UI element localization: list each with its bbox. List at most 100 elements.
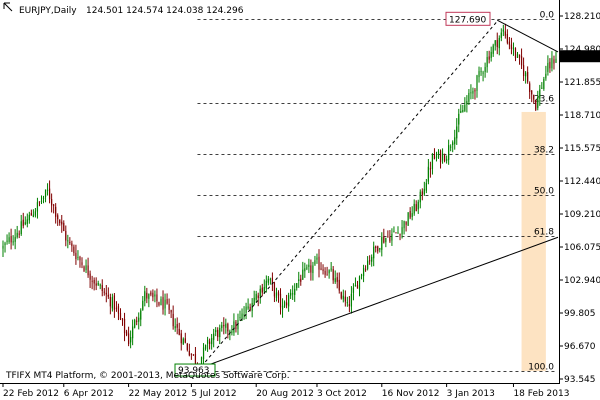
candle-body [95,283,97,286]
candle-body [178,328,180,335]
fib-label: 61.8 [534,228,554,238]
candle-body [265,280,267,289]
candle-body [300,278,302,282]
candle-body [249,306,251,311]
price-tick-label: 99.805 [564,309,596,319]
candle-body [541,87,543,89]
candle-body [429,168,432,170]
candle-body [474,89,476,92]
candle-body [433,153,436,160]
candle-body [298,279,300,281]
candle-body [346,302,348,304]
candle-body [190,353,192,355]
candle-body [395,232,397,234]
candle-body [182,338,184,345]
candle-body [150,292,152,295]
candle-body [42,197,45,199]
candle-body [213,333,215,340]
candle-body [142,300,144,310]
candle-body [204,344,207,349]
candle-body [431,155,434,170]
candle-body [529,83,531,92]
candle-body [44,189,47,198]
trendline[interactable] [197,236,559,370]
candle-body [111,297,113,309]
candle-body [350,293,353,307]
candle-body [381,237,383,250]
candle-body [245,306,247,313]
candle-body [186,343,188,350]
trendlines[interactable] [197,19,559,372]
candle-body [28,214,30,221]
candle-body [464,105,466,111]
candle-body [36,202,39,212]
candle-body [490,51,492,58]
candle-body [367,260,369,269]
candle-body [462,109,464,112]
candle-body [93,280,95,284]
candle-body [259,288,261,297]
candle-body [71,243,73,247]
candle-body [209,341,211,344]
candle-body [506,33,508,43]
candle-body [136,320,138,322]
candle-body [425,182,427,191]
candle-body [51,199,53,206]
candle-body [439,150,442,163]
swing-high-box [445,11,491,26]
candle-body [30,213,32,216]
candle-body [296,283,298,288]
candle-body [123,318,126,334]
candle-body [492,45,494,54]
candle-body [443,155,446,161]
candle-body [441,153,444,161]
candle-body [419,191,421,203]
candle-body [330,268,332,270]
candle-body [356,285,359,289]
trendline[interactable] [497,19,559,53]
candle-body [375,246,377,249]
candle-body [326,274,328,276]
candle-body [140,310,142,320]
candle-body [146,292,148,299]
candle-body [160,299,162,306]
candle-body [486,57,488,68]
candle-body [107,294,109,297]
candle-body [522,65,525,77]
candle-body [411,213,413,217]
candle-body [454,137,456,145]
candle-body [275,292,278,298]
fib-label: 50.0 [534,187,554,197]
candle-body [200,357,203,367]
candle-body [324,270,326,275]
candle-body [24,222,26,225]
candle-body [306,267,308,269]
candle-body [174,326,176,329]
candle-body [87,265,89,276]
candle-body [423,188,425,195]
candle-body [472,90,474,94]
candle-body [401,227,403,235]
fib-trendline[interactable] [197,20,498,372]
candle-body [127,333,130,344]
swing-high-label: 127.690 [449,15,486,25]
candle-body [117,306,120,314]
candle-body [271,277,274,284]
time-tick-label: 22 Feb 2012 [3,389,59,399]
candlesticks [2,23,557,374]
candle-body [20,221,22,234]
candle-body [162,297,164,310]
candle-body [130,336,132,343]
current-price-marker: 124.296 [560,50,600,63]
candle-body [304,268,306,272]
candle-body [494,40,496,46]
candle-body [65,230,67,241]
candle-body [514,48,517,59]
price-tick-label: 93.545 [564,375,596,385]
fib-label: 0.0 [540,11,555,21]
candle-body [427,166,429,182]
candle-body [134,320,136,328]
candle-body [348,304,350,307]
candle-body [241,313,243,319]
